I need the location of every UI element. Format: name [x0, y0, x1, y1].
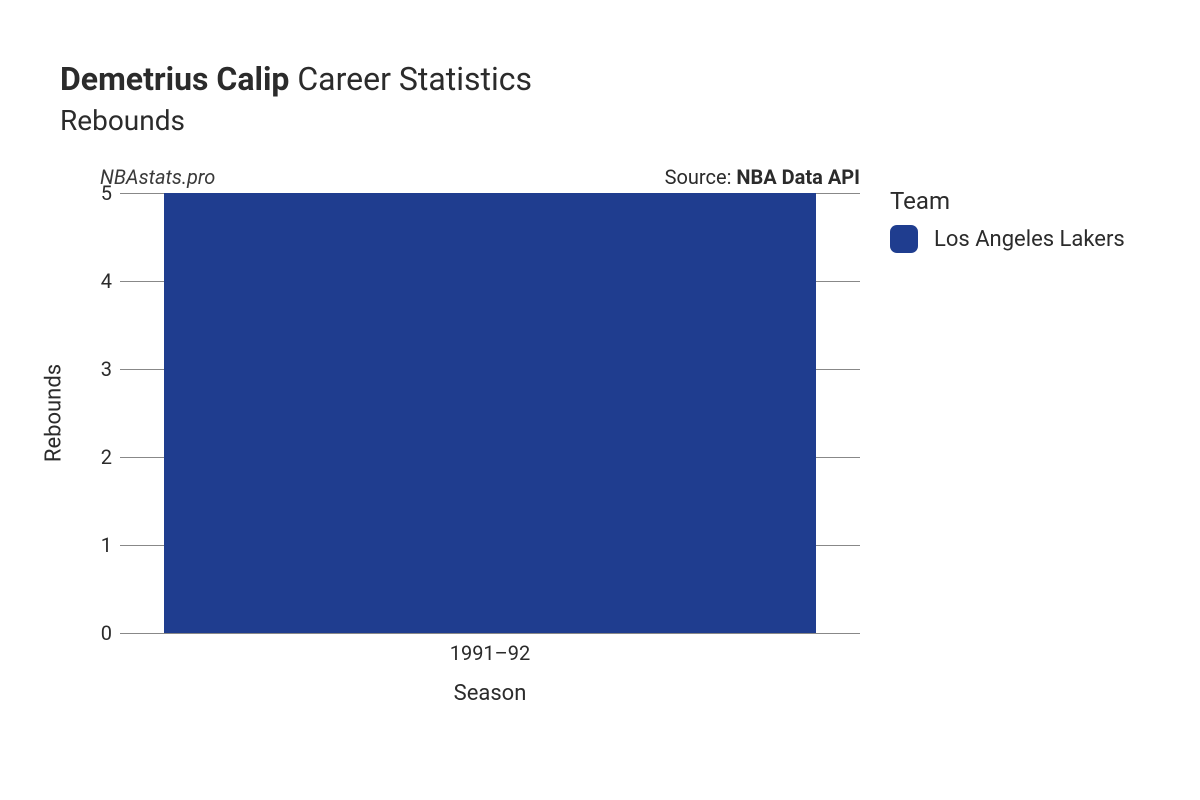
- legend-item: Los Angeles Lakers: [890, 225, 1125, 253]
- y-tick-label: 1: [101, 533, 112, 557]
- legend-title: Team: [890, 187, 1125, 215]
- chart-title: Demetrius Calip Career Statistics: [60, 60, 1160, 98]
- player-name: Demetrius Calip: [60, 60, 289, 98]
- plot-region: 012345: [120, 193, 860, 633]
- title-suffix: Career Statistics: [297, 60, 532, 98]
- x-axis-label: Season: [120, 681, 860, 706]
- bar: [164, 193, 815, 633]
- chart-area: Rebounds 012345 Season Team Los Angeles …: [60, 193, 1160, 713]
- chart-subtitle: Rebounds: [60, 104, 1160, 137]
- y-axis-label: Rebounds: [42, 364, 67, 462]
- source-name: NBA Data API: [736, 165, 860, 189]
- gridline: [120, 633, 860, 634]
- y-tick-label: 4: [101, 269, 112, 293]
- source-attribution: Source: NBA Data API: [665, 165, 860, 189]
- watermark: NBAstats.pro: [100, 165, 215, 189]
- y-tick-label: 5: [101, 181, 112, 205]
- source-prefix: Source:: [665, 165, 737, 189]
- legend: Team Los Angeles Lakers: [890, 187, 1125, 253]
- legend-swatch: [890, 225, 918, 253]
- y-tick-label: 2: [101, 445, 112, 469]
- x-tick-label: 1991–92: [450, 641, 531, 665]
- y-tick-label: 3: [101, 357, 112, 381]
- legend-item-label: Los Angeles Lakers: [934, 227, 1125, 252]
- meta-row: NBAstats.pro Source: NBA Data API: [100, 165, 860, 189]
- y-tick-label: 0: [101, 621, 112, 645]
